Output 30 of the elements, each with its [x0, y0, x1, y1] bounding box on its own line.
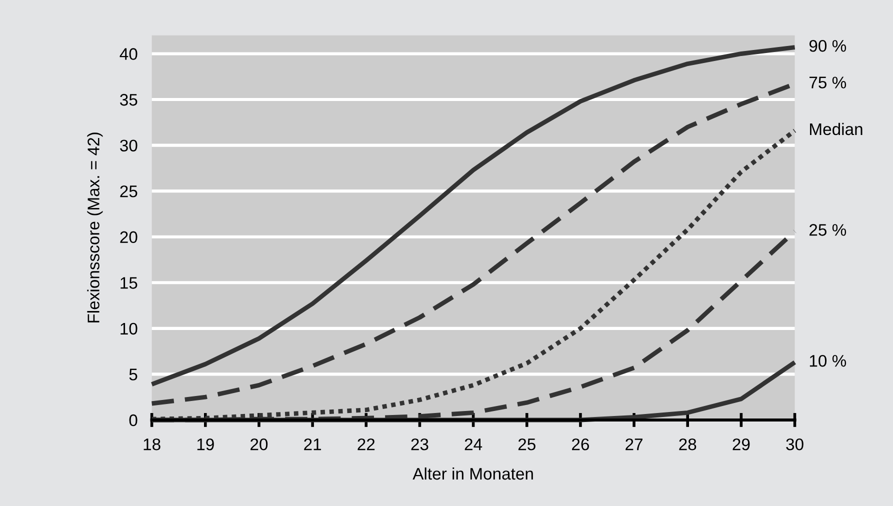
x-tick-label: 20	[250, 438, 268, 450]
series-label: 25 %	[809, 224, 846, 236]
x-tick-label: 27	[626, 438, 642, 450]
series-label: 75 %	[810, 76, 846, 88]
y-axis-title: Flexionsscore (Max. = 42)	[87, 132, 103, 322]
x-tick-label: 21	[304, 438, 322, 450]
x-tick-label: 18	[144, 438, 160, 450]
y-tick-label: 20	[120, 231, 138, 244]
x-tick-label: 23	[411, 438, 428, 450]
y-tick-label: 10	[120, 322, 138, 335]
x-tick-label: 26	[572, 438, 589, 450]
x-tick-label: 24	[464, 438, 482, 450]
x-tick-label: 29	[732, 438, 750, 450]
y-tick-label: 25	[120, 185, 138, 198]
series-label: Median	[810, 122, 862, 136]
y-tick-label: 0	[129, 414, 138, 426]
series-label: 90 %	[809, 40, 846, 52]
x-tick-label: 22	[358, 438, 375, 450]
x-tick-label: 30	[786, 438, 804, 450]
x-tick-label: 28	[679, 438, 696, 450]
y-tick-label: 5	[129, 368, 138, 380]
line-series	[150, 45, 797, 386]
y-tick-label: 30	[120, 140, 138, 152]
y-tick-label: 15	[120, 277, 138, 289]
y-tick-label: 35	[120, 94, 138, 106]
x-tick-label: 25	[518, 438, 536, 450]
x-axis-title: Alter in Monaten	[412, 467, 533, 480]
x-tick-label: 19	[197, 438, 214, 450]
y-tick-label: 40	[120, 48, 138, 60]
series-label: 10 %	[810, 354, 846, 367]
